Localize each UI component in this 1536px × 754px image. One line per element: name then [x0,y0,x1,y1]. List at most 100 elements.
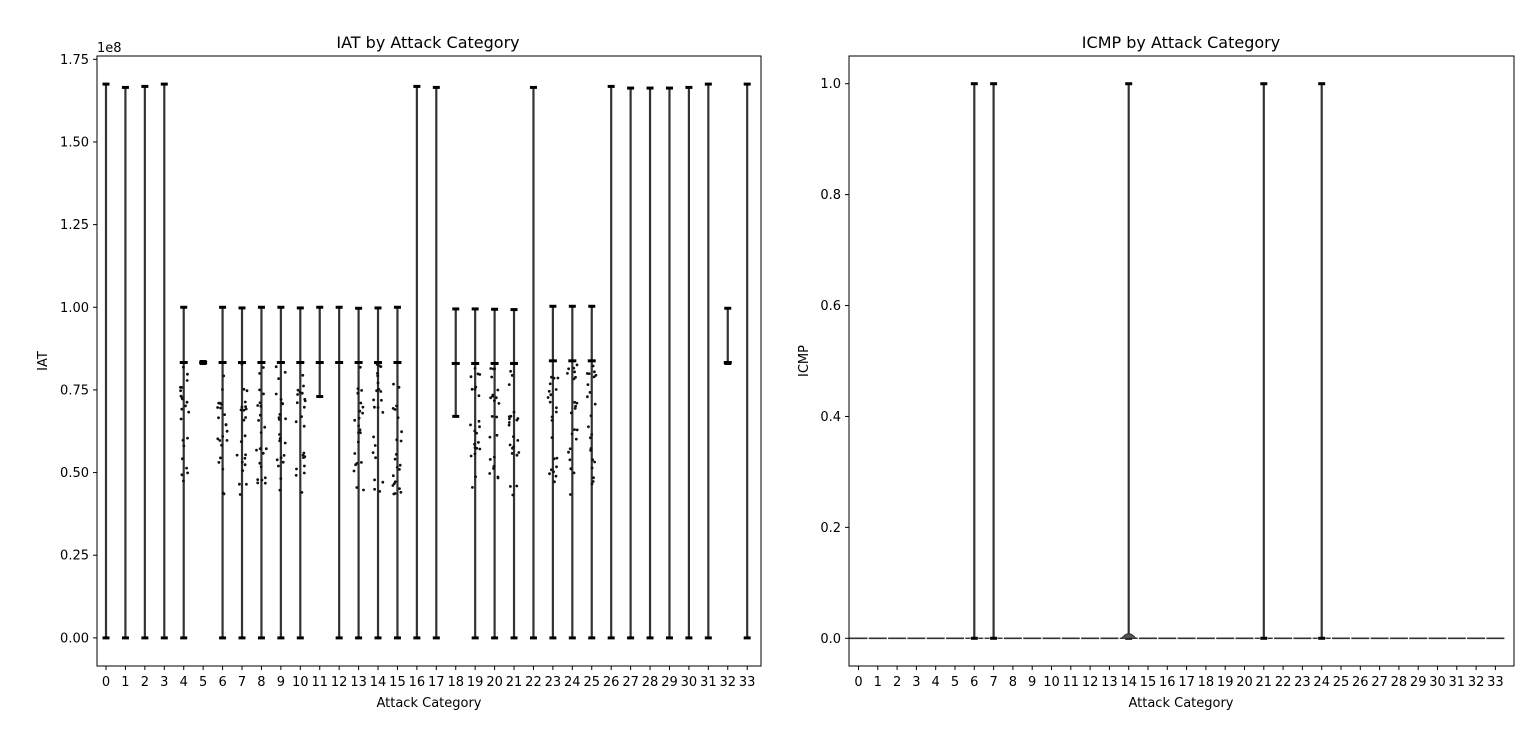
iat-x-tick-label: 31 [700,675,717,690]
iat-chart-title: IAT by Attack Category [336,33,519,52]
iat-point-cat-8 [262,392,265,396]
iat-violin-22 [529,85,537,640]
iat-point-cat-15 [399,439,403,443]
iat-point-cat-19 [474,475,477,479]
iat-point-cat-10 [300,491,304,494]
iat-x-tick-label: 15 [389,675,406,690]
iat-violin-13 [354,306,363,640]
iat-point-cat-15 [393,492,397,495]
iat-point-cat-14 [381,411,385,414]
iat-point-cat-19 [477,419,481,423]
icmp-violin-24 [1312,82,1331,640]
iat-x-tick-label: 11 [311,675,328,690]
icmp-x-tick-label: 2 [893,675,901,690]
iat-point-cat-13 [358,409,362,413]
iat-y-tick-label: 1.25 [60,218,89,233]
iat-point-cat-9 [278,413,282,416]
iat-point-cat-23 [548,472,551,476]
iat-violin-14 [374,306,383,640]
icmp-x-tick-label: 23 [1294,675,1311,690]
iat-point-cat-6 [221,467,225,471]
iat-point-cat-21 [507,383,511,386]
icmp-x-tick-label: 32 [1468,675,1485,690]
iat-point-cat-14 [372,435,375,439]
iat-point-cat-9 [282,454,286,457]
iat-point-cat-15 [399,490,403,494]
iat-point-cat-4 [186,471,190,475]
icmp-y-tick-label: 0.6 [820,299,841,314]
iat-point-cat-25 [591,364,595,368]
iat-point-cat-21 [509,369,512,373]
iat-point-cat-4 [180,407,184,411]
icmp-x-tick-label: 17 [1178,675,1195,690]
iat-point-cat-21 [509,485,512,488]
iat-point-cat-25 [586,383,590,386]
iat-y-tick-label: 0.75 [60,383,89,398]
iat-point-cat-9 [278,433,281,436]
icmp-x-tick-label: 6 [970,675,978,690]
iat-x-tick-label: 23 [545,675,562,690]
icmp-y-axis-title: ICMP [797,345,812,377]
iat-point-cat-14 [373,487,376,491]
iat-point-cat-23 [554,410,558,414]
iat-point-cat-8 [258,461,262,465]
iat-point-cat-6 [221,388,224,391]
iat-point-cat-23 [550,415,554,419]
iat-point-cat-9 [274,365,278,369]
iat-point-cat-6 [224,423,228,426]
iat-point-cat-10 [303,397,307,401]
iat-y-axis-title: IAT [36,351,51,371]
iat-point-cat-21 [508,443,512,447]
iat-point-cat-7 [244,416,248,419]
iat-y-tick-label: 0.00 [60,631,89,646]
iat-violin-15 [393,305,402,640]
iat-point-cat-24 [567,450,570,454]
iat-point-cat-9 [279,398,283,401]
icmp-x-tick-label: 22 [1275,675,1292,690]
iat-x-tick-label: 19 [467,675,484,690]
iat-point-cat-23 [550,419,554,422]
icmp-x-tick-label: 26 [1352,675,1369,690]
iat-point-cat-10 [302,456,305,459]
icmp-x-tick-label: 16 [1159,675,1176,690]
iat-point-cat-19 [478,447,482,451]
iat-point-cat-6 [222,374,226,378]
icmp-plot-frame [848,55,1515,667]
iat-point-cat-7 [240,460,244,464]
iat-point-cat-13 [353,452,357,455]
iat-point-cat-10 [295,467,298,471]
iat-point-cat-19 [473,442,476,446]
iat-x-tick-label: 13 [350,675,367,690]
iat-violin-32 [723,306,732,365]
iat-point-cat-20 [491,393,495,397]
icmp-x-tick-label: 15 [1140,675,1157,690]
iat-point-cat-15 [391,474,395,478]
iat-point-cat-8 [259,431,263,434]
iat-point-cat-24 [573,370,576,374]
iat-point-cat-20 [490,415,494,418]
iat-point-cat-21 [507,421,511,424]
iat-point-cat-14 [378,364,381,368]
iat-point-cat-8 [263,481,267,485]
iat-x-tick-label: 26 [603,675,620,690]
iat-point-cat-21 [510,452,514,455]
icmp-x-tick-label: 31 [1449,675,1466,690]
iat-point-cat-15 [392,382,395,386]
iat-point-cat-7 [245,482,248,486]
iat-point-cat-24 [575,401,579,405]
iat-point-cat-10 [301,453,305,457]
iat-point-cat-20 [490,375,494,379]
iat-point-cat-8 [260,478,264,482]
iat-violin-10 [296,306,305,640]
iat-violin-26 [607,84,615,640]
iat-violin-9 [276,305,285,640]
iat-point-cat-19 [473,387,477,391]
iat-violin-8 [257,305,266,640]
iat-point-cat-14 [381,480,385,484]
iat-point-cat-20 [493,399,496,403]
icmp-x-tick-label: 3 [912,675,920,690]
iat-point-cat-7 [244,405,248,409]
iat-point-cat-8 [256,478,260,481]
iat-point-cat-19 [471,486,474,489]
iat-point-cat-4 [181,438,185,442]
